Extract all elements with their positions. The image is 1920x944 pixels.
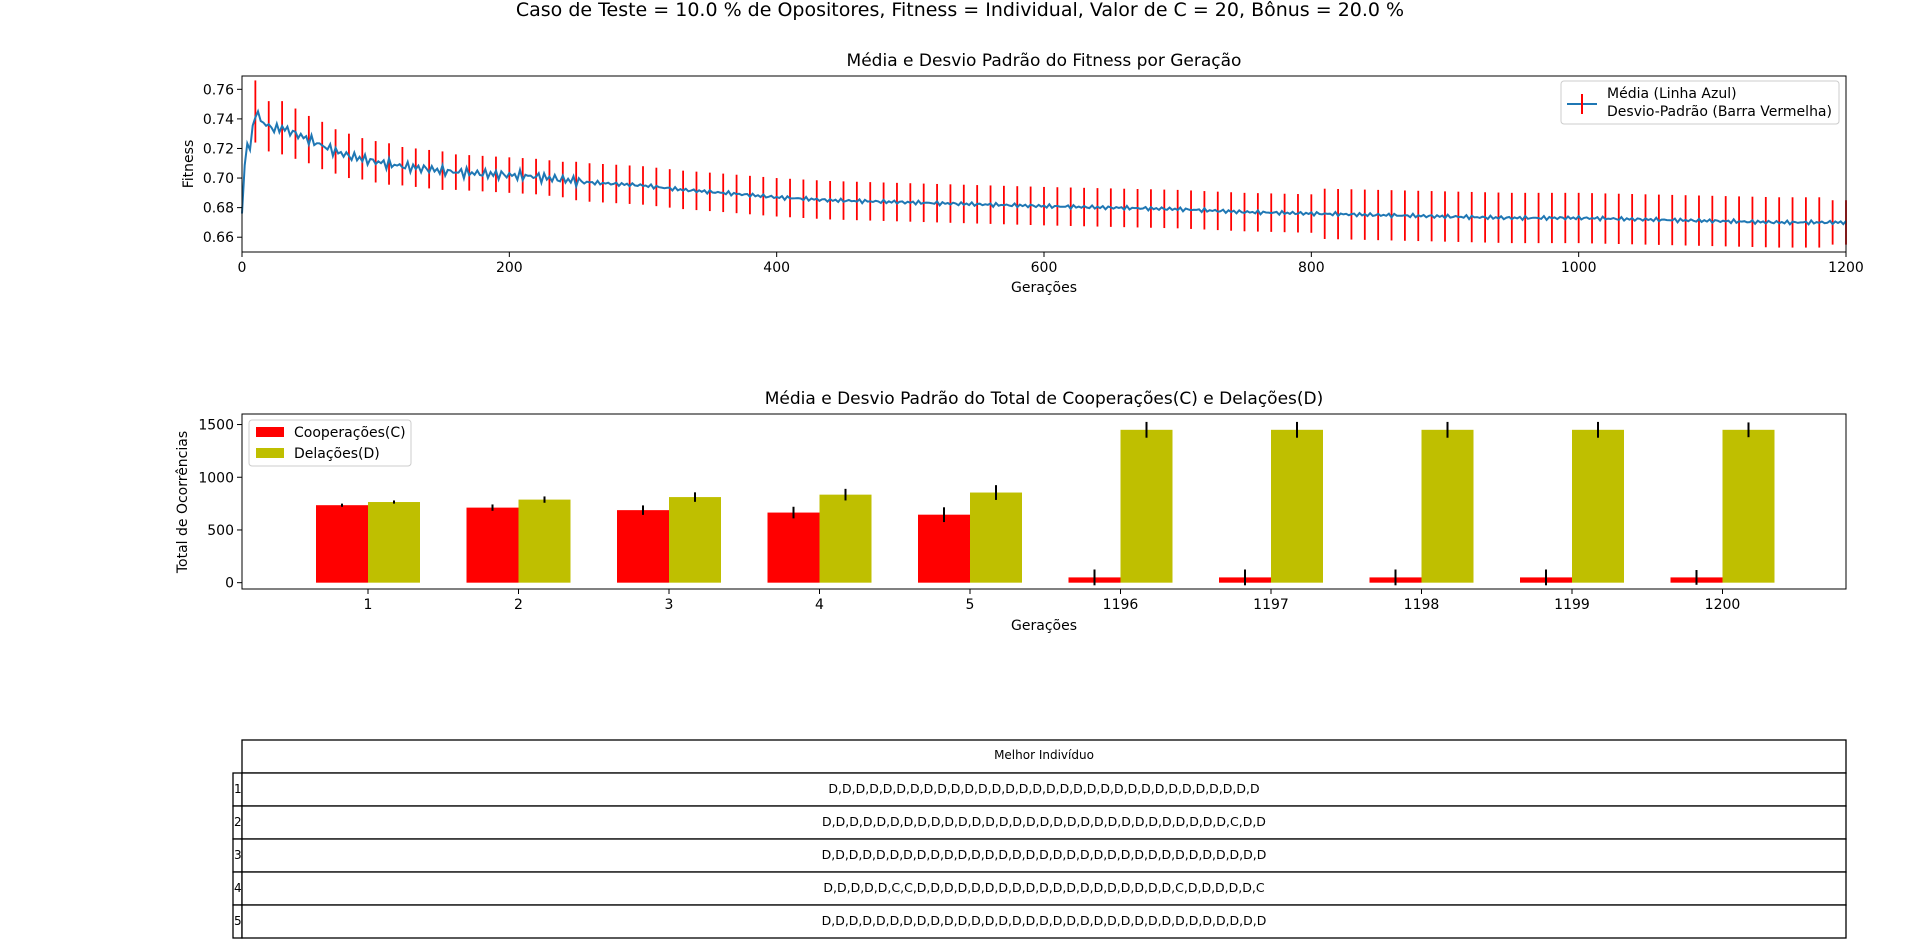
- bar-delacoes: [518, 499, 571, 583]
- fitness-x-tick-label: 200: [496, 260, 523, 276]
- fitness-legend-box: [1560, 80, 1840, 125]
- table-row-label: 2: [234, 815, 242, 829]
- coop-defect-chart: Média e Desvio Padrão do Total de Cooper…: [175, 389, 1847, 634]
- fitness-legend: Média (Linha Azul) Desvio-Padrão (Barra …: [1560, 80, 1840, 125]
- fitness-y-axis: 0.66 0.68 0.70 0.72 0.74 0.76: [203, 82, 242, 246]
- coop-defect-x-label: Gerações: [1011, 618, 1077, 634]
- legend-delacoes-swatch: [256, 448, 284, 458]
- bar-cooperacoes: [316, 505, 368, 583]
- coop-defect-legend: Cooperações(C) Delações(D): [248, 419, 412, 467]
- fitness-y-tick-label: 0.76: [203, 82, 234, 98]
- table-row: [241, 904, 1847, 939]
- table-cell: D,D,D,D,D,D,D,D,D,D,D,D,D,D,D,D,D,D,D,D,…: [822, 814, 1266, 829]
- table-column-header: Melhor Indivíduo: [994, 748, 1094, 762]
- coop-defect-y-tick-label: 1500: [198, 418, 234, 434]
- coop-defect-x-tick-label: 5: [966, 597, 975, 613]
- table-cell: D,D,D,D,D,C,C,D,D,D,D,D,D,D,D,D,D,D,D,D,…: [823, 880, 1264, 895]
- table-rows: 1 D,D,D,D,D,D,D,D,D,D,D,D,D,D,D,D,D,D,D,D…: [232, 772, 1847, 939]
- coop-defect-chart-title: Média e Desvio Padrão do Total de Cooper…: [765, 389, 1324, 409]
- fitness-x-axis: 0 200 400 600 800 1000 1200: [238, 252, 1864, 276]
- coop-defect-x-tick-label: 1197: [1253, 597, 1289, 613]
- bar-delacoes: [1722, 429, 1775, 583]
- coop-defect-y-tick-label: 500: [207, 523, 234, 539]
- fitness-legend-entry-std: Desvio-Padrão (Barra Vermelha): [1607, 104, 1832, 120]
- coop-defect-legend-box: [248, 419, 412, 467]
- coop-defect-x-tick-label: 1199: [1554, 597, 1590, 613]
- fitness-mean-line: [241, 108, 1847, 226]
- coop-defect-x-axis: 1 2 3 4 5 1196 1197 1198 1199 1200: [364, 589, 1741, 613]
- coop-defect-x-tick-label: 1200: [1705, 597, 1741, 613]
- coop-defect-x-tick-label: 3: [665, 597, 674, 613]
- fitness-x-tick-label: 400: [763, 260, 790, 276]
- bar-delacoes: [1421, 429, 1474, 583]
- fitness-y-tick-label: 0.74: [203, 112, 234, 128]
- coop-defect-y-tick-label: 1000: [198, 470, 234, 486]
- bar-cooperacoes: [767, 512, 820, 583]
- fitness-y-tick-label: 0.72: [203, 141, 234, 157]
- fitness-x-tick-label: 0: [238, 260, 247, 276]
- fitness-y-tick-label: 0.66: [203, 230, 234, 246]
- bar-delacoes: [1572, 429, 1624, 583]
- table-cell: D,D,D,D,D,D,D,D,D,D,D,D,D,D,D,D,D,D,D,D,…: [822, 847, 1267, 862]
- table-row: [241, 871, 1847, 906]
- table-row-label: 1: [234, 782, 242, 796]
- table-cell: D,D,D,D,D,D,D,D,D,D,D,D,D,D,D,D,D,D,D,D,…: [828, 781, 1259, 796]
- bar-cooperacoes: [466, 507, 519, 583]
- fitness-x-tick-label: 1000: [1561, 260, 1597, 276]
- coop-defect-x-tick-label: 1196: [1103, 597, 1139, 613]
- table-cell: D,D,D,D,D,D,D,D,D,D,D,D,D,D,D,D,D,D,D,D,…: [822, 913, 1267, 928]
- coop-defect-y-label: Total de Ocorrências: [175, 431, 191, 574]
- fitness-chart: Média e Desvio Padrão do Fitness por Ger…: [181, 51, 1864, 296]
- figure-suptitle: Caso de Teste = 10.0 % de Opositores, Fi…: [516, 0, 1404, 21]
- table-row: [241, 772, 1847, 807]
- legend-cooperacoes-swatch: [256, 427, 284, 437]
- table-row: [241, 805, 1847, 840]
- fitness-y-tick-label: 0.70: [203, 171, 234, 187]
- bar-delacoes: [1120, 429, 1173, 583]
- bar-cooperacoes: [617, 510, 669, 583]
- bar-delacoes: [970, 492, 1022, 583]
- fitness-legend-entry-mean: Média (Linha Azul): [1607, 86, 1737, 102]
- table-row-label: 5: [234, 914, 242, 928]
- table-header-cell: [241, 739, 1847, 774]
- coop-defect-y-tick-label: 0: [225, 576, 234, 592]
- coop-defect-x-tick-label: 1198: [1404, 597, 1440, 613]
- bar-delacoes: [669, 497, 721, 583]
- fitness-chart-title: Média e Desvio Padrão do Fitness por Ger…: [847, 51, 1242, 71]
- bar-delacoes: [819, 494, 872, 583]
- bar-delacoes: [1271, 429, 1323, 583]
- table-row-label: 4: [234, 881, 242, 895]
- bar-delacoes: [368, 502, 420, 583]
- fitness-y-label: Fitness: [181, 140, 197, 189]
- coop-defect-y-axis: 0 500 1000 1500: [198, 418, 242, 592]
- coop-defect-legend-entry-d: Delações(D): [294, 446, 380, 462]
- coop-defect-legend-entry-c: Cooperações(C): [294, 425, 406, 441]
- fitness-x-label: Gerações: [1011, 280, 1077, 296]
- fitness-x-tick-label: 800: [1298, 260, 1325, 276]
- coop-defect-bars: [316, 421, 1775, 586]
- fitness-y-tick-label: 0.68: [203, 201, 234, 217]
- coop-defect-plot-frame: [241, 413, 1847, 590]
- bar-cooperacoes: [918, 514, 970, 583]
- fitness-x-tick-label: 1200: [1828, 260, 1864, 276]
- coop-defect-x-tick-label: 2: [514, 597, 523, 613]
- coop-defect-x-tick-label: 1: [364, 597, 373, 613]
- best-individual-table: Melhor Indivíduo 1 D,D,D,D,D,D,D,D,D,D,D,…: [232, 739, 1847, 939]
- coop-defect-x-tick-label: 4: [815, 597, 824, 613]
- table-row-label: 3: [234, 848, 242, 862]
- fitness-x-tick-label: 600: [1031, 260, 1058, 276]
